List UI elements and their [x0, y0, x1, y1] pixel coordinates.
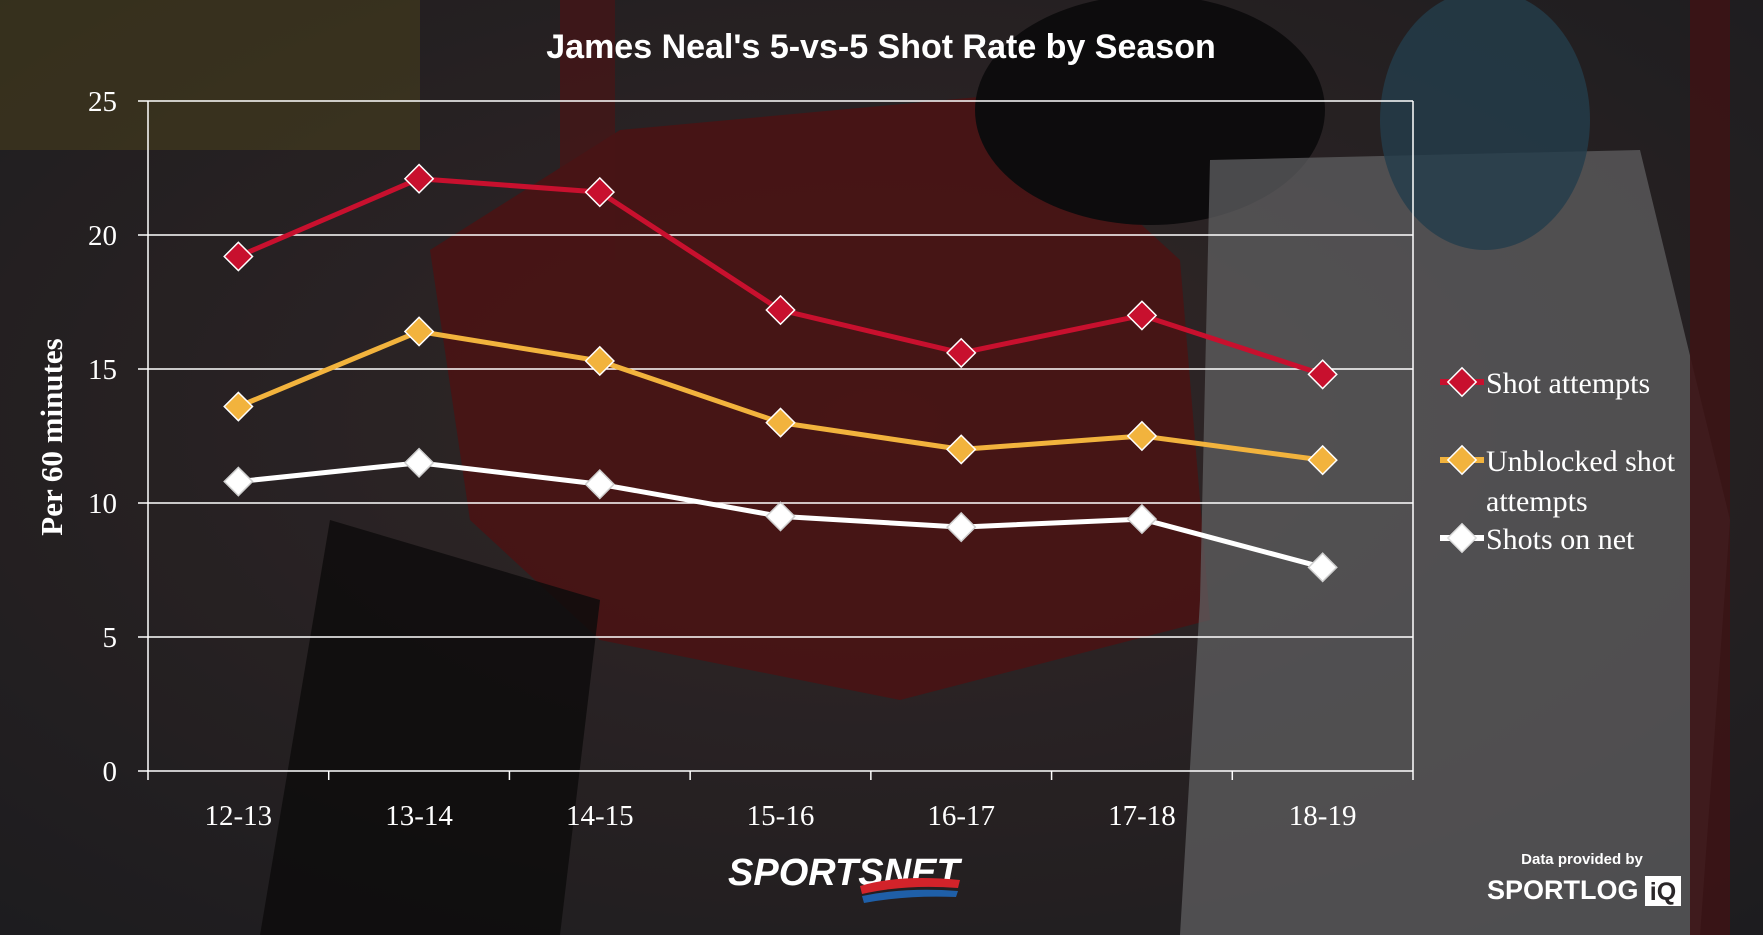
sportsnet-logo: SPORTSNET	[728, 852, 962, 903]
data-point	[584, 469, 615, 500]
y-tick-label: 0	[103, 756, 118, 788]
data-provided-by-text: Data provided by	[1521, 851, 1643, 868]
x-tick-label: 15-16	[747, 800, 815, 832]
legend-swatch-marker	[1446, 522, 1478, 554]
data-point	[1307, 552, 1338, 583]
series-unblocked-shot-attempts	[223, 316, 1338, 476]
y-tick-label: 5	[103, 622, 118, 654]
data-point	[1126, 420, 1158, 452]
legend-label: Unblocked shot	[1486, 445, 1676, 478]
data-point	[223, 391, 254, 422]
x-tick-label: 13-14	[385, 800, 453, 832]
data-point	[403, 447, 435, 479]
legend-label-continued: attempts	[1486, 485, 1588, 518]
legend-label: Shots on net	[1486, 523, 1635, 556]
legend-swatch-marker	[1446, 366, 1478, 398]
sportlogiq-iq-box	[1645, 876, 1681, 906]
y-tick-label: 10	[88, 488, 117, 520]
x-tick-label: 14-15	[566, 800, 634, 832]
data-point	[946, 337, 977, 369]
series-line	[237, 176, 1324, 377]
grid-lines	[138, 100, 1413, 638]
data-point	[765, 294, 796, 326]
series-shot-attempts	[223, 163, 1338, 390]
data-point	[1126, 300, 1158, 331]
y-tick-label: 25	[88, 86, 117, 118]
series-lines	[223, 163, 1338, 583]
legend-item-shot-attempts: Shot attempts	[1440, 366, 1650, 400]
y-axis-label: Per 60 minutes	[34, 338, 69, 535]
legend-item-shots-on-net: Shots on net	[1440, 522, 1635, 556]
sportsnet-swoosh-red	[860, 878, 960, 894]
legend-swatch-marker	[1446, 444, 1478, 476]
legend-item-unblocked-shot-attempts: Unblocked shot attempts	[1440, 444, 1676, 518]
data-point	[403, 163, 435, 194]
sportlogiq-wordmark: SPORTLOG	[1487, 875, 1639, 905]
data-point	[223, 241, 254, 272]
sportsnet-wordmark: SPORTSNET	[728, 852, 962, 894]
series-shots-on-net	[223, 447, 1338, 583]
data-point	[946, 434, 977, 465]
data-point	[1307, 359, 1338, 390]
y-tick-label: 15	[88, 354, 117, 386]
data-point	[584, 176, 615, 208]
data-point	[1126, 503, 1158, 535]
chart-title: James Neal's 5-vs-5 Shot Rate by Season	[546, 28, 1216, 66]
axes	[138, 101, 1414, 780]
data-point	[946, 511, 977, 543]
x-tick-label: 16-17	[927, 800, 995, 832]
y-tick-label: 20	[88, 220, 117, 252]
data-point	[765, 407, 796, 438]
x-tick-labels: 12-13 13-14 14-15 15-16 16-17 17-18 18-19	[205, 800, 1357, 832]
data-point	[403, 316, 435, 347]
x-tick-label: 12-13	[205, 800, 273, 832]
x-tick-label: 18-19	[1289, 800, 1357, 832]
y-tick-labels: 0 5 10 15 20 25	[88, 86, 117, 788]
data-point	[1307, 444, 1338, 476]
legend: Shot attempts Unblocked shot attempts Sh…	[1440, 366, 1676, 556]
data-point	[223, 466, 254, 497]
x-tick-label: 17-18	[1108, 800, 1176, 832]
data-point	[584, 345, 615, 377]
series-line	[237, 328, 1323, 463]
sportsnet-swoosh-blue	[862, 889, 958, 903]
legend-label: Shot attempts	[1486, 367, 1650, 400]
data-point	[765, 501, 796, 532]
sportlogiq-credit: Data provided by SPORTLOG iQ	[1487, 851, 1681, 906]
sportlogiq-iq: iQ	[1650, 878, 1676, 906]
